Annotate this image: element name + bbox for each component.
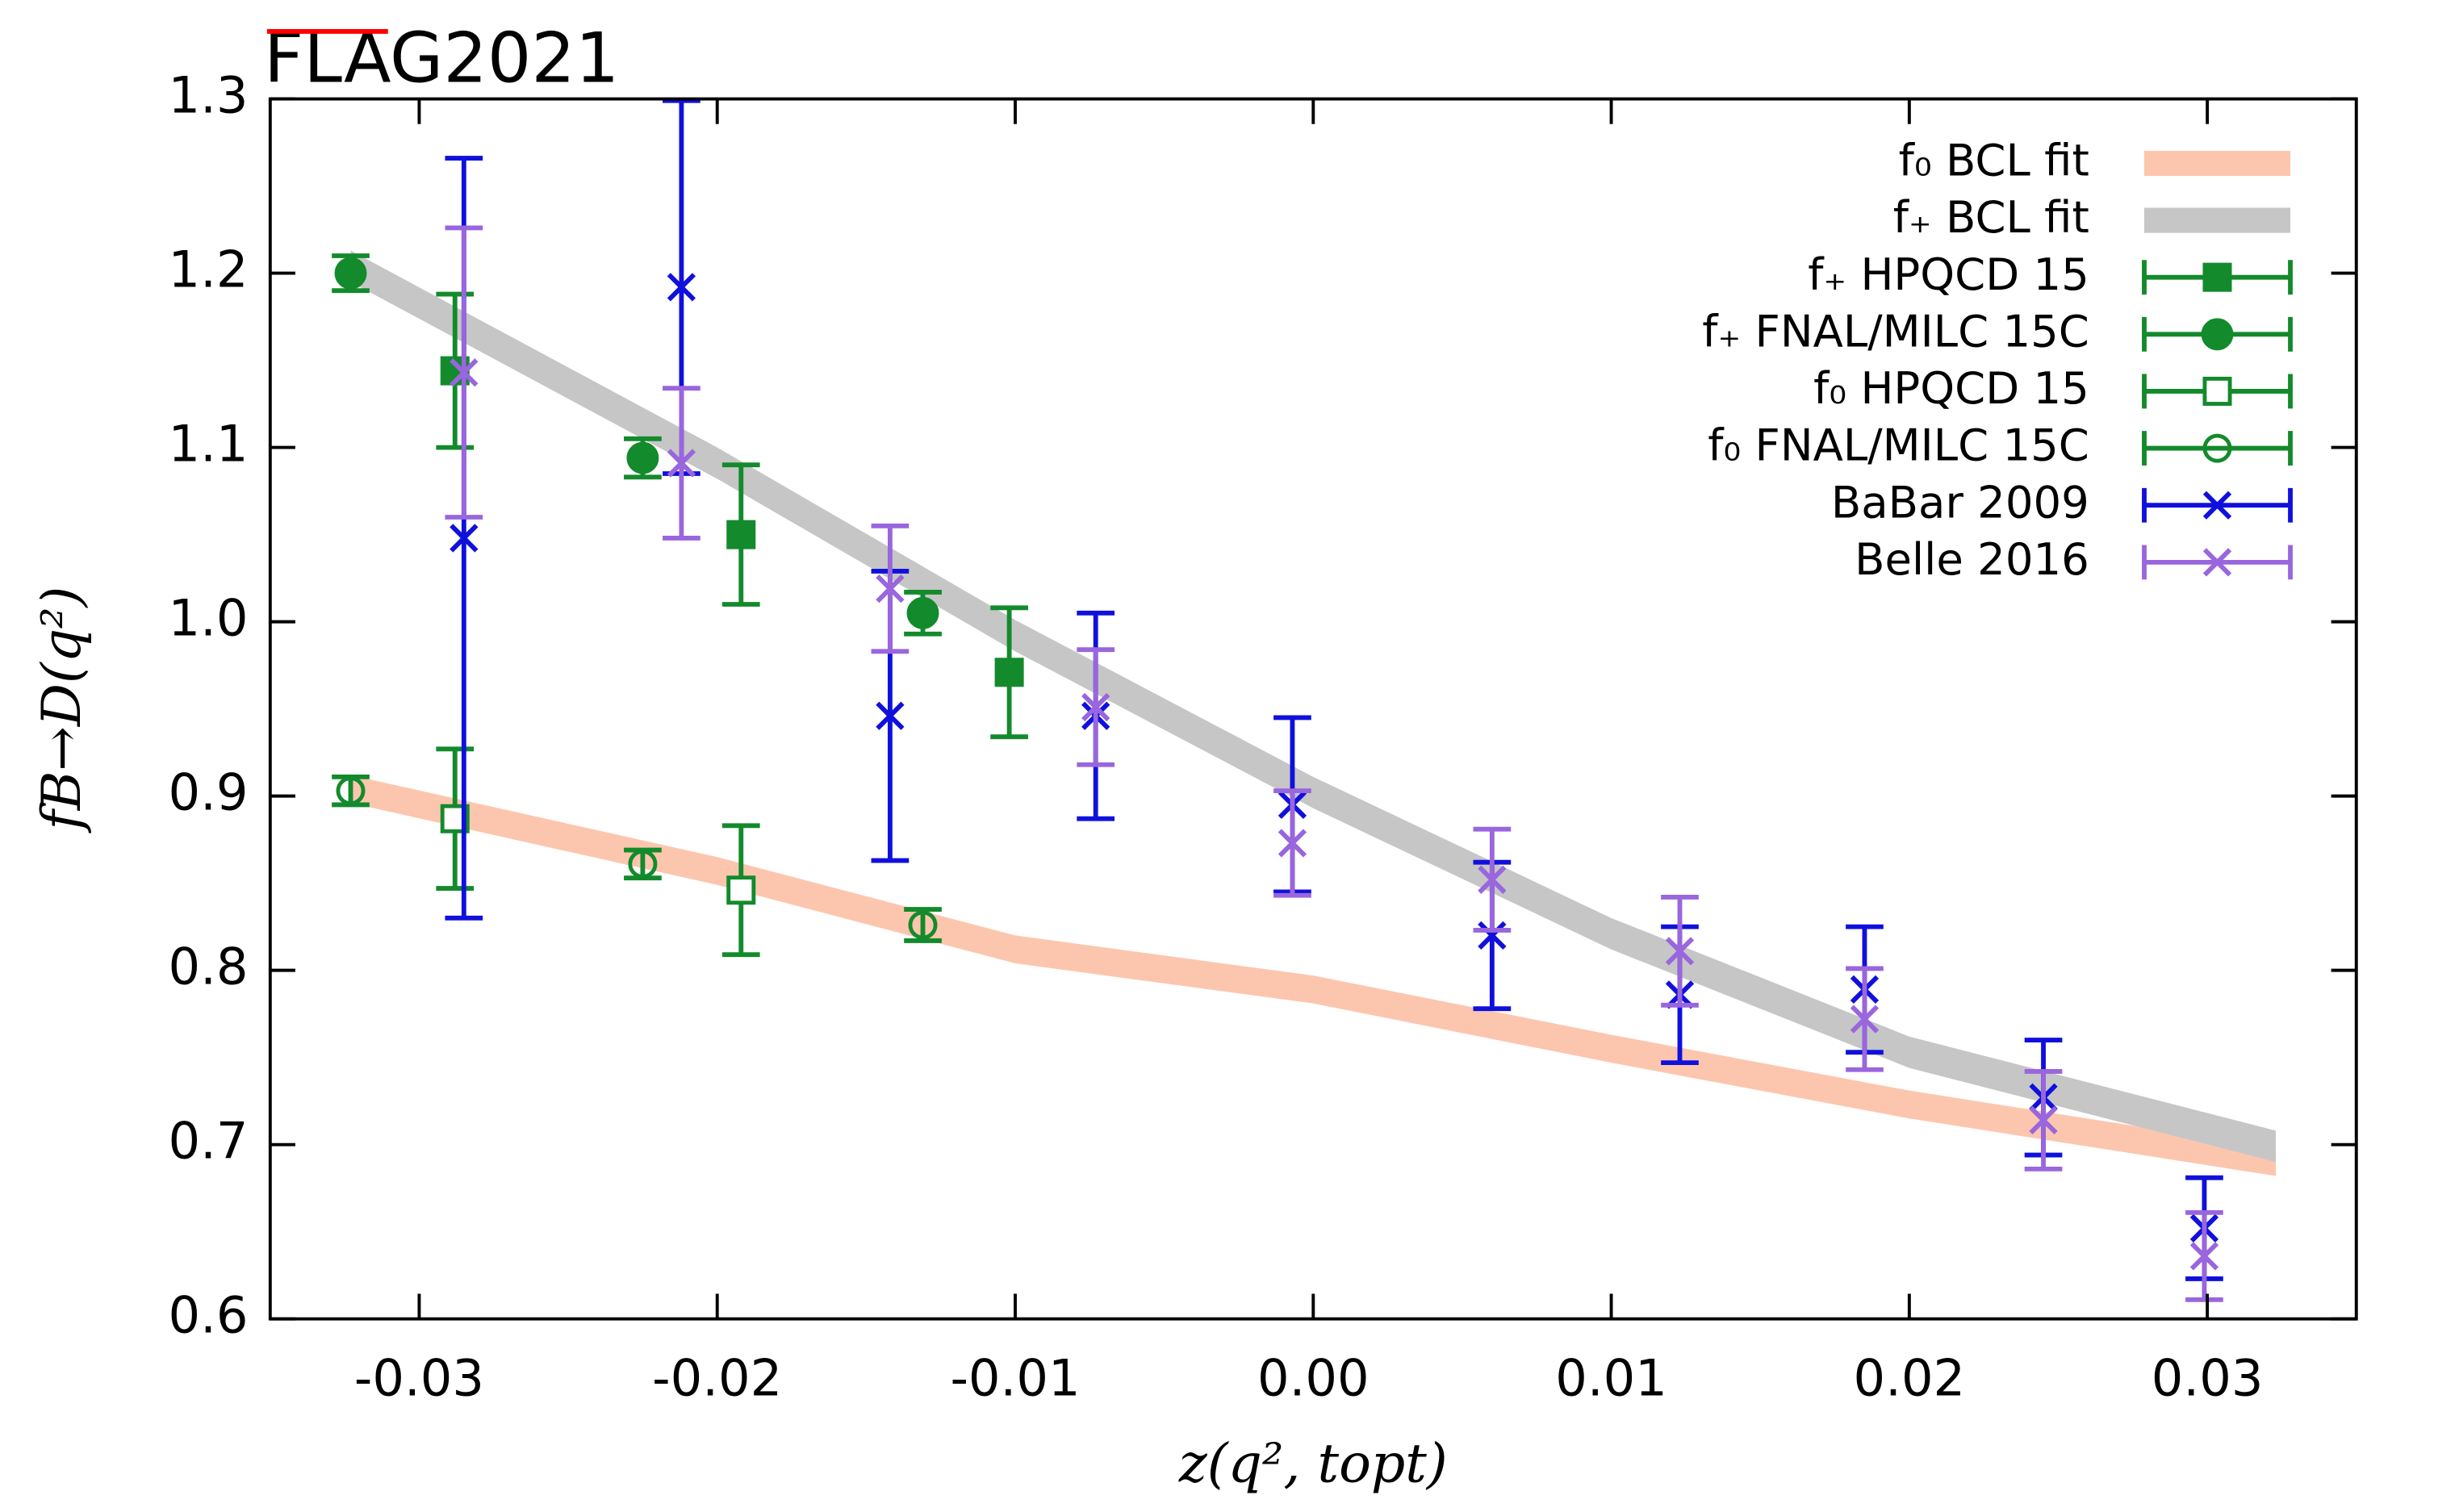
y-tick-label: 0.8	[169, 938, 249, 996]
marker	[1478, 865, 1507, 894]
x-tick-label: -0.01	[950, 1349, 1080, 1408]
y-tick-label: 0.9	[169, 763, 249, 822]
legend-label: f₀ HPQCD 15	[1813, 362, 2089, 414]
y-tick-label: 0.7	[169, 1112, 249, 1171]
marker	[726, 520, 756, 549]
marker	[2189, 1242, 2219, 1271]
marker	[1081, 692, 1110, 722]
y-tick-label: 1.1	[169, 415, 249, 474]
marker	[2202, 491, 2232, 520]
marker	[334, 257, 367, 290]
error-bar	[904, 907, 942, 943]
marker	[906, 596, 939, 629]
marker	[450, 524, 479, 553]
marker	[1665, 937, 1695, 966]
marker	[1850, 1005, 1880, 1034]
marker	[626, 441, 659, 474]
marker	[876, 701, 905, 730]
marker	[2202, 548, 2232, 577]
legend-label: f₀ BCL fit	[1899, 135, 2089, 186]
marker	[2202, 262, 2232, 292]
x-tick-label: 0.03	[2152, 1349, 2264, 1408]
marker	[2029, 1105, 2058, 1135]
marker	[908, 910, 938, 940]
marker	[667, 449, 696, 478]
x-tick-label: -0.03	[354, 1349, 484, 1408]
legend-label: BaBar 2009	[1831, 476, 2089, 528]
x-tick-label: 0.00	[1257, 1349, 1370, 1408]
marker	[628, 849, 658, 879]
marker	[450, 358, 479, 387]
y-tick-label: 1.3	[169, 66, 249, 125]
legend-label: Belle 2016	[1855, 533, 2089, 585]
marker	[876, 574, 905, 604]
marker	[667, 273, 696, 302]
x-tick-label: 0.01	[1555, 1349, 1667, 1408]
x-axis-label: z(q², topt)	[1178, 1433, 1448, 1495]
x-tick-label: 0.02	[1854, 1349, 1966, 1408]
legend-label: f₊ BCL fit	[1893, 191, 2089, 243]
marker	[2202, 433, 2232, 463]
marker	[994, 658, 1024, 687]
y-tick-label: 1.0	[169, 589, 249, 648]
y-axis-label: fB→D(q²)	[31, 587, 93, 834]
y-tick-label: 1.2	[169, 240, 249, 299]
marker	[336, 776, 366, 806]
plot-area	[332, 98, 2277, 1302]
x-tick-label: -0.02	[652, 1349, 782, 1408]
legend-label: f₊ FNAL/MILC 15C	[1702, 305, 2089, 357]
legend-label: f₀ FNAL/MILC 15C	[1708, 420, 2089, 471]
legend-label: f₊ HPQCD 15	[1808, 249, 2089, 300]
marker	[1278, 829, 1307, 858]
marker	[726, 875, 756, 905]
y-tick-label: 0.6	[169, 1286, 249, 1345]
fit-band	[350, 775, 2277, 1176]
marker	[1478, 921, 1507, 950]
marker	[2201, 318, 2234, 351]
legend-swatch	[2142, 431, 2293, 466]
marker	[2202, 376, 2232, 406]
